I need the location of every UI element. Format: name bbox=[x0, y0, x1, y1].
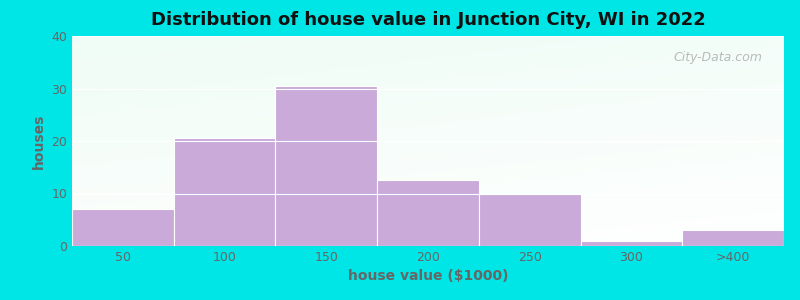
Bar bbox=[174, 138, 275, 246]
Bar bbox=[72, 209, 174, 246]
Bar bbox=[275, 86, 377, 246]
Title: Distribution of house value in Junction City, WI in 2022: Distribution of house value in Junction … bbox=[150, 11, 706, 29]
Bar bbox=[377, 180, 479, 246]
Y-axis label: houses: houses bbox=[32, 113, 46, 169]
Bar bbox=[581, 241, 682, 246]
Bar bbox=[682, 230, 784, 246]
X-axis label: house value ($1000): house value ($1000) bbox=[348, 269, 508, 284]
Text: City-Data.com: City-Data.com bbox=[674, 51, 762, 64]
Bar bbox=[479, 194, 581, 246]
